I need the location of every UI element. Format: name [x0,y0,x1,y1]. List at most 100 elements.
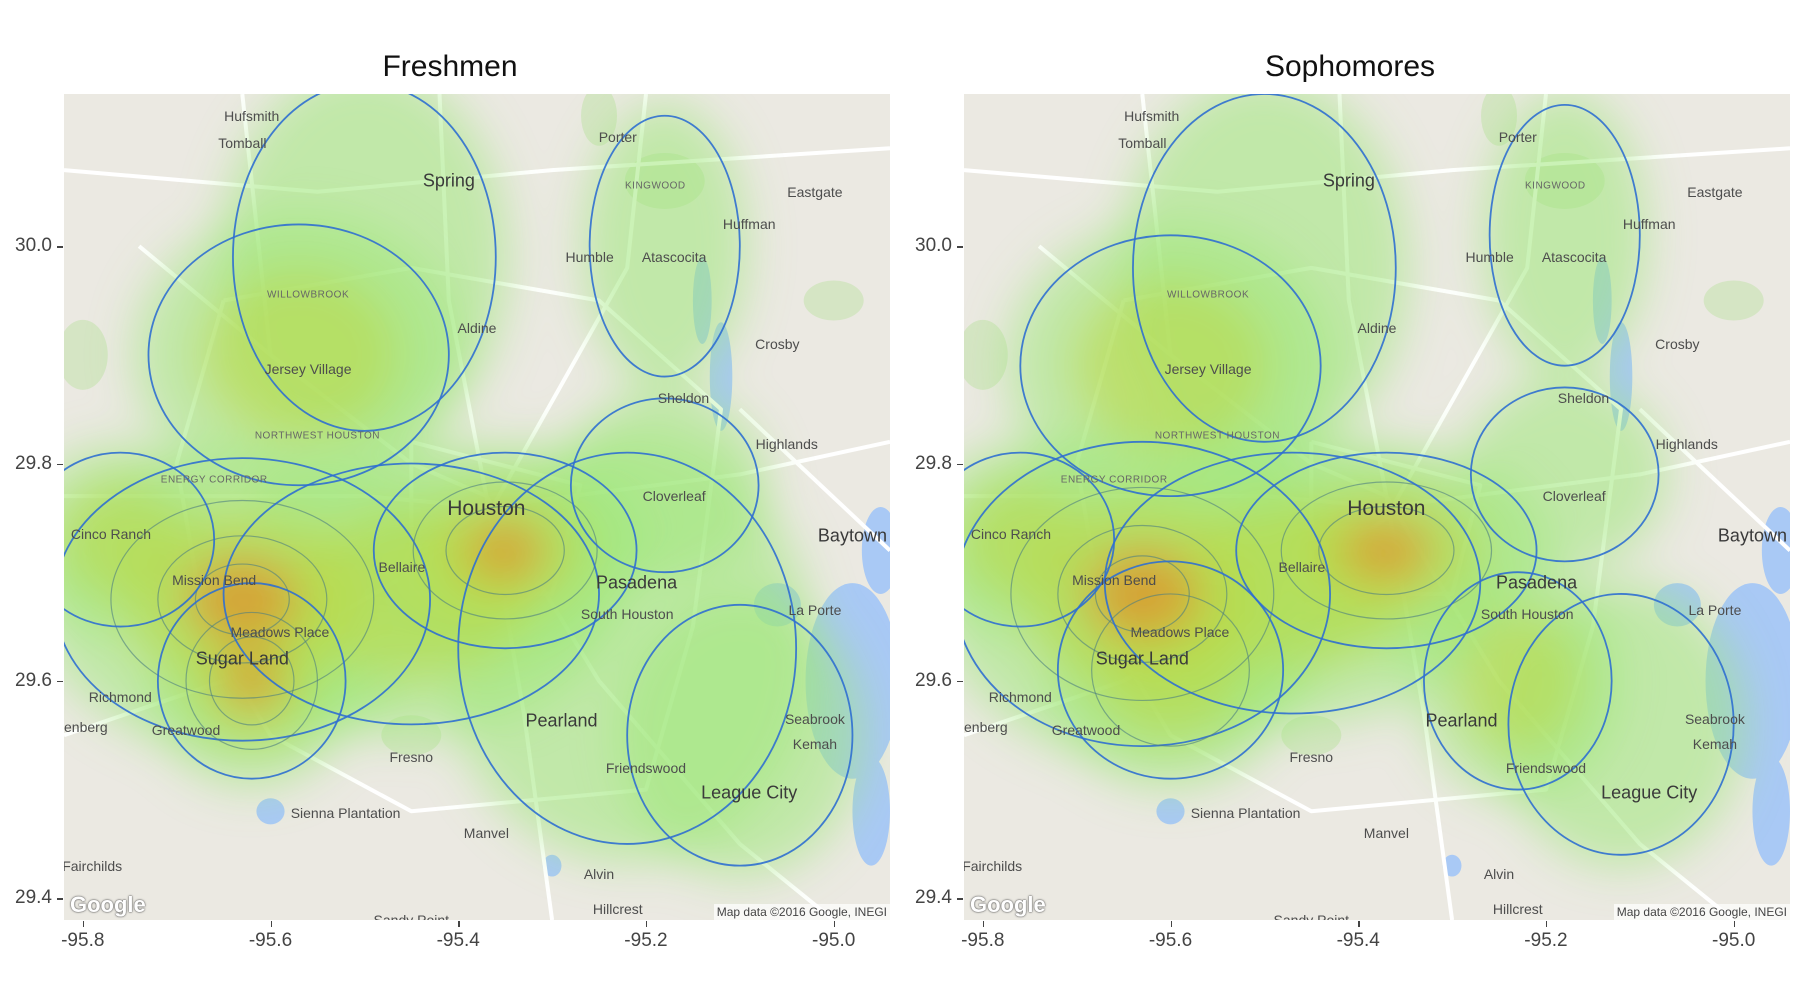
place-label: ENERGY CORRIDOR [1060,474,1168,486]
contour-line [1091,593,1250,747]
y-tick [957,680,963,683]
contour-line [588,114,741,378]
contour-line [1056,560,1285,780]
x-tick [1733,921,1736,927]
place-label: Baytown [817,525,887,546]
place-label: Cinco Ranch [70,526,151,543]
place-label: Richmond [88,689,152,706]
x-tick [1170,921,1172,927]
place-label: Sandy Point [1273,912,1350,920]
place-label: Sheldon [657,390,710,407]
contour-line [110,499,375,699]
contour-line [457,451,798,845]
google-logo: Google [970,892,1046,917]
contour-line [1094,555,1190,633]
map-svg [64,94,890,920]
contour-line [1423,571,1613,791]
place-label: Tomball [218,134,267,151]
place-label: Richmond [988,689,1052,706]
place-label: Fresno [389,748,434,765]
place-label: Alvin [1483,866,1515,883]
contour-line [569,397,760,574]
place-label: NORTHWEST HOUSTON [254,430,381,442]
x-tick-label: -95.6 [248,930,293,951]
panel-title: Sophomores [1264,50,1436,83]
x-tick [1358,921,1360,927]
place-label: Huffman [722,216,776,233]
water-body [852,756,890,866]
place-label: South Houston [1480,605,1574,622]
place-label: Friendswood [1505,759,1587,776]
x-tick [270,921,272,927]
y-tick [57,680,63,683]
place-label: Humble [565,249,614,266]
place-label: Manvel [463,825,509,842]
map-attribution: Map data ©2016 Google, INEGI [713,904,890,920]
contour-line [64,457,431,742]
place-label: Pearland [1425,710,1498,731]
contour-line [626,603,854,867]
contour-line [222,462,600,726]
contour-line [1010,486,1275,702]
road [738,407,890,552]
place-label: La Porte [788,602,842,619]
place-label: Highlands [755,435,818,452]
place-label: KINGWOOD [624,180,686,192]
place-label: Spring [1322,170,1375,191]
place-label: Huffman [1622,216,1676,233]
density-layer [964,94,1745,868]
x-tick-label: -95.2 [1524,930,1568,951]
place-label: Houston [447,497,526,521]
place-label: Hufsmith [224,107,280,124]
place-label: Tomball [1118,134,1167,151]
place-label: Atascocita [1541,249,1607,266]
contour-line [185,611,319,750]
y-tick-label: 29.8 [915,452,952,474]
place-label: League City [1601,782,1698,803]
contour-line [372,451,638,650]
place-label: Cloverleaf [1542,488,1606,505]
y-tick [957,463,963,466]
map-svg [964,94,1790,920]
contour-line [1280,481,1493,620]
place-label: Sandy Point [373,912,450,920]
place-label: Meadows Place [230,623,330,640]
x-tick [1545,921,1548,927]
x-tick [645,921,648,927]
contour-line [1132,94,1397,443]
place-label: Sheldon [1557,390,1610,407]
place-label: Highlands [1655,435,1718,452]
place-label: WILLOWBROOK [266,289,350,301]
place-label: Mission Bend [1072,571,1157,588]
contour-line [232,94,497,432]
x-tick-label: -95.6 [1148,930,1193,951]
place-label: Crosby [755,335,800,352]
place-label: Bellaire [1278,558,1326,575]
density-map: Hufsmith Tomball Porter Spring Eastgate KINGW… [964,94,1790,920]
place-label: Jersey Village [1164,360,1252,377]
x-tick-label: -95.4 [1336,930,1380,951]
y-tick-label: 29.6 [915,669,952,691]
contour-line [412,481,598,620]
park-area [64,319,108,390]
place-label: Manvel [1363,825,1409,842]
place-label: WILLOWBROOK [1166,289,1250,301]
contour-lines [64,94,854,867]
place-label: Mission Bend [172,571,257,588]
place-label: Rosenberg [64,718,108,735]
place-label: La Porte [1688,602,1742,619]
y-tick-label: 30.0 [15,235,52,257]
contour-line [1488,103,1641,367]
place-label: Seabrook [784,710,845,727]
place-label: Hillcrest [1492,901,1543,918]
place-label: Atascocita [641,249,707,266]
panel-sophomores: Sophomores Hufsmith Tomball Porter Spring Ea… [900,0,1800,1000]
water-body [256,798,285,825]
contour-line [445,505,565,596]
water-body [1156,798,1185,825]
x-tick [982,921,985,927]
place-label: Porter [1498,129,1537,146]
place-label: Jersey Village [264,360,352,377]
x-tick [82,921,85,927]
y-tick [57,246,63,248]
